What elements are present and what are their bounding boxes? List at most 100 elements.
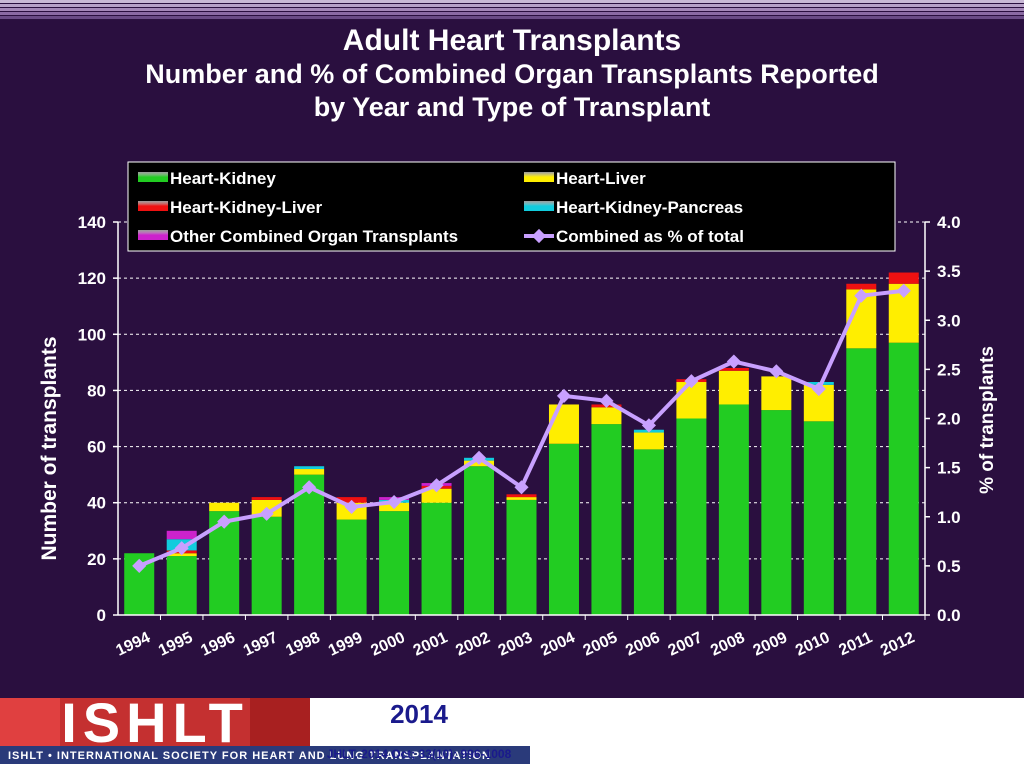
legend-box <box>127 161 896 252</box>
bar-segment <box>294 474 325 615</box>
bar-segment <box>506 499 537 615</box>
ishlt-logo: ISHLT ISHLT • INTERNATIONAL SOCIETY FOR … <box>0 698 530 764</box>
bar-segment <box>718 370 749 405</box>
bar-segment <box>633 432 664 450</box>
percent-point <box>259 506 274 521</box>
percent-point <box>599 393 614 408</box>
x-tick-label: 1996 <box>198 629 238 659</box>
x-tick-label: 2000 <box>368 629 408 659</box>
legend-label: Heart-Kidney <box>170 169 276 188</box>
bar-segment <box>166 530 197 540</box>
percent-line <box>132 283 911 573</box>
bar-segment <box>421 488 452 503</box>
x-tick-label: 2007 <box>666 629 706 659</box>
legend-label: Other Combined Organ Transplants <box>170 227 458 246</box>
bar-segment <box>464 466 495 615</box>
percent-point <box>429 478 444 493</box>
percent-point <box>344 499 359 514</box>
x-tick-label: 2005 <box>581 629 621 659</box>
bar-segment <box>294 469 325 475</box>
legend-swatch <box>138 172 168 182</box>
x-tick-label: 2011 <box>836 629 875 659</box>
subtitle-line-1: Number and % of Combined Organ Transplan… <box>145 59 879 89</box>
y2-tick-label: 4.0 <box>937 213 961 232</box>
x-tick-label: 2012 <box>878 629 918 659</box>
percent-point <box>217 514 232 529</box>
percent-point <box>811 381 826 397</box>
bar-segment <box>761 376 792 411</box>
bar-segment <box>251 497 282 500</box>
bar-segment <box>761 410 792 615</box>
y2-tick-label: 0.0 <box>937 606 961 625</box>
x-tick-label: 1998 <box>283 629 323 659</box>
bar-segment <box>166 556 197 615</box>
legend-swatch <box>524 201 554 211</box>
bar-segment <box>846 348 877 615</box>
y2-tick-label: 0.5 <box>937 557 961 576</box>
legend-label: Combined as % of total <box>556 227 744 246</box>
bar-stacks <box>124 272 919 615</box>
x-tick-label: 2006 <box>623 629 663 659</box>
bar-segment <box>591 407 622 425</box>
y-tick-label: 80 <box>87 381 106 400</box>
x-tick-label: 1999 <box>326 629 366 659</box>
y-tick-label: 120 <box>78 269 106 288</box>
percent-point <box>726 354 741 369</box>
legend-label: Heart-Kidney-Pancreas <box>556 198 743 217</box>
legend-label: Heart-Liver <box>556 169 646 188</box>
bar-segment <box>888 342 919 615</box>
percent-point <box>769 364 784 379</box>
percent-point <box>302 480 317 495</box>
legend-marker <box>531 228 547 244</box>
percent-point <box>132 558 147 573</box>
header-stripes <box>0 0 1024 19</box>
bar-segment <box>633 449 664 615</box>
y-tick-label: 20 <box>87 550 106 569</box>
bar-segment <box>421 502 452 615</box>
percent-point <box>514 480 529 495</box>
bar-segment <box>846 283 877 290</box>
x-tick-label: 2008 <box>708 629 748 659</box>
report-year: 2014 <box>390 699 448 729</box>
bar-segment <box>803 421 834 615</box>
page-title: Adult Heart Transplants <box>342 24 682 57</box>
y-tick-label: 60 <box>87 438 106 457</box>
legend-label: Heart-Kidney-Liver <box>170 198 322 217</box>
bar-segment <box>718 367 749 371</box>
bar-segment <box>506 497 537 500</box>
bar-segment <box>548 404 579 444</box>
bar-segment <box>209 502 240 512</box>
x-tick-label: 1997 <box>241 629 281 659</box>
y2-tick-label: 1.5 <box>937 459 961 478</box>
x-tick-label: 1994 <box>113 629 153 659</box>
bar-segment <box>506 494 537 498</box>
y-axis-title: Number of transplants <box>38 336 61 560</box>
footer: ISHLT ISHLT • INTERNATIONAL SOCIETY FOR … <box>0 698 1024 768</box>
percent-point <box>684 374 699 389</box>
combined-transplants-chart: 0 20 40 60 80 100 120 140 0.0 0.5 1.0 1.5 2.0 2.5 3.0 3… <box>38 161 998 660</box>
x-tick-label: 2003 <box>496 629 536 659</box>
bar-segment <box>548 443 579 615</box>
y2-tick-label: 3.0 <box>937 311 961 330</box>
journal-reference: JHLT. 2014 Oct; 33(10): 996-1008 <box>326 747 512 761</box>
bar-segment <box>379 511 410 615</box>
legend-swatch <box>524 172 554 182</box>
bar-segment <box>676 418 707 615</box>
y2-tick-label: 3.5 <box>937 262 961 281</box>
x-tick-label: 1995 <box>156 629 196 659</box>
ishlt-org-name: ISHLT • INTERNATIONAL SOCIETY FOR HEART … <box>8 750 491 762</box>
y2-tick-label: 2.0 <box>937 410 961 429</box>
x-tick-label: 2010 <box>793 629 833 659</box>
legend: Heart-Kidney Heart-Liver Heart-Kidney-Live… <box>127 161 896 252</box>
y2-tick-label: 1.0 <box>937 508 961 527</box>
bar-segment <box>888 272 919 284</box>
ishlt-logo-text: ISHLT <box>61 698 249 754</box>
percent-point <box>556 388 572 403</box>
percent-point <box>896 283 911 298</box>
y-tick-label: 100 <box>78 325 106 344</box>
y2-tick-label: 2.5 <box>937 360 961 379</box>
y-tick-label: 40 <box>87 494 106 513</box>
x-tick-label: 2001 <box>411 629 451 659</box>
y2-axis-title: % of transplants <box>977 346 998 494</box>
bar-segment <box>336 519 367 615</box>
